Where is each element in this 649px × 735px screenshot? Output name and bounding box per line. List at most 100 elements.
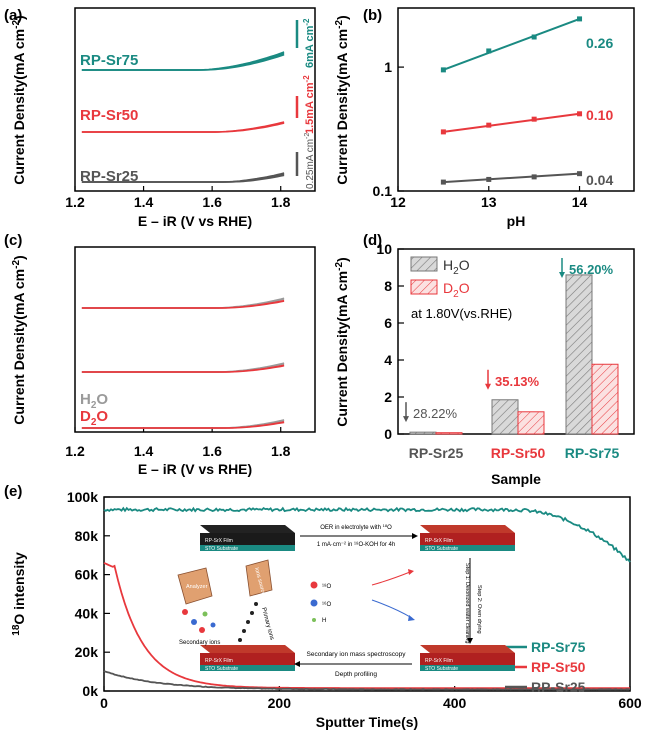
legend-label-sr25: RP-Sr25	[531, 679, 586, 695]
o18-icon	[310, 581, 318, 589]
panel-a-frame	[74, 7, 316, 192]
panel-b-frame	[397, 7, 635, 192]
panel-d-bar-d2o-1	[517, 411, 545, 435]
panel-e-ytick-label-5: 100k	[67, 489, 98, 505]
secondary-ion-green-icon	[202, 611, 208, 617]
substrate-label-4: STO Substrate	[205, 666, 238, 672]
o18-label: ¹⁸O	[322, 583, 332, 590]
step2-label: Step 2: Oven drying	[476, 585, 482, 634]
panel-e-xtick-label-0: 0	[100, 695, 108, 711]
panel-c-ylabel: Current Density(mA cm-2)	[11, 255, 27, 424]
panel-d-condition: at 1.80V(vs.RHE)	[411, 306, 512, 321]
panel-a-curve-sr50-sweep-2	[81, 122, 285, 133]
panel-c-d2o-1-sweep-1	[81, 365, 285, 373]
panel-b-xtick-label-1: 13	[481, 194, 497, 210]
film-label-1: RP-SrX Film	[205, 538, 233, 544]
panel-a-xtick-label-0: 1.2	[65, 194, 85, 210]
panel-label-a: (a)	[4, 7, 22, 24]
panel-b-xtick-label-2: 14	[572, 194, 588, 210]
secondary-ion-blue-icon	[191, 619, 197, 625]
panel-d-category-2: RP-Sr75	[565, 445, 620, 461]
panel-d-annotation-1: 35.13%	[495, 374, 540, 389]
panel-d-bar-d2o-2	[591, 363, 619, 435]
sims-title: Secondary ion mass spectroscopy	[307, 651, 407, 658]
panel-e-ylabel: 18O intensity	[11, 552, 27, 636]
panel-d-ylabel: Current Density(mA cm-2)	[334, 257, 350, 426]
ion-source-icon	[245, 559, 273, 597]
exchange-arrow-blue	[371, 599, 413, 619]
analyzer-icon	[177, 567, 213, 605]
panel-b-point-2-2	[531, 174, 537, 180]
panel-a-label-sr75: RP-Sr75	[80, 52, 138, 69]
panel-d-ytick-label-5: 10	[376, 241, 392, 257]
panel-d-annotation-2: 56.20%	[569, 262, 614, 277]
panel-d-ytick-label-2: 4	[384, 352, 392, 368]
film-block-exchanged: RP-SrX Film STO Substrate	[420, 525, 515, 552]
panel-e: 0 200 400 600 0k 20k 40k 60k 80k 100k Sputter Tim…	[11, 489, 642, 730]
panel-b-xlabel: pH	[507, 213, 526, 229]
panel-a-xtick-label-3: 1.8	[271, 194, 291, 210]
panel-d-bar-h2o-1	[491, 399, 519, 435]
panel-b-point-2-1	[486, 176, 492, 182]
panel-c-d2o-2-sweep-1	[81, 421, 285, 429]
panel-b-point-0-0	[440, 67, 446, 73]
panel-d-arrowhead-2	[559, 272, 565, 278]
panel-c-frame	[74, 246, 316, 433]
panel-b-fit-2	[443, 172, 580, 184]
sims-schematic: RP-SrX Film STO Substrate RP-SrX Film ST…	[177, 523, 515, 678]
panel-b-point-0-1	[486, 48, 492, 54]
panel-b-ytick-label-0: 0.1	[373, 183, 393, 199]
panel-e-xtick-label-2: 400	[443, 695, 467, 711]
panel-a-label-sr50: RP-Sr50	[80, 107, 138, 124]
panel-c-d2o-0-sweep-1	[81, 300, 285, 309]
panel-b-fit-0	[443, 17, 580, 71]
panel-c-h2o-0-sweep-1	[81, 298, 285, 309]
secondary-ions-label: Secondary ions	[179, 640, 220, 646]
analyzer-label: Analyzer	[186, 584, 208, 590]
panel-d-arrowhead-0	[403, 416, 409, 423]
panel-b-point-2-3	[577, 171, 583, 177]
panel-b-ylabel: Current Density(mA cm-2)	[334, 15, 350, 184]
panel-d-category-1: RP-Sr50	[491, 445, 546, 461]
panel-e-xlabel: Sputter Time(s)	[316, 714, 418, 730]
panel-e-ytick-label-4: 80k	[75, 528, 99, 544]
h-label: H	[322, 618, 326, 624]
panel-b-fit-1	[443, 112, 580, 133]
panel-c-xtick-label-2: 1.6	[202, 443, 222, 459]
film-block-initial: RP-SrX Film STO Substrate	[200, 525, 295, 552]
panel-a-curve-sr50-sweep-1	[81, 121, 285, 133]
substrate-label-1: STO Substrate	[205, 546, 238, 552]
panel-e-curve-sr75	[103, 506, 631, 563]
panel-c-xlabel: E – iR (V vs RHE)	[138, 461, 252, 477]
panel-d-bar-h2o-0	[409, 431, 437, 435]
panel-a-scale-sr25: 0.25mA cm-2	[304, 133, 316, 189]
panel-e-curve-sr50	[103, 562, 630, 689]
panel-e-ytick-label-0: 0k	[82, 683, 98, 699]
o16-icon	[310, 599, 318, 607]
panel-e-ytick-label-1: 20k	[75, 644, 99, 660]
panel-e-xtick-label-1: 200	[268, 695, 292, 711]
panel-b-point-1-3	[577, 111, 583, 117]
film-label-4: RP-SrX Film	[205, 658, 233, 664]
panel-d-category-0: RP-Sr25	[409, 445, 464, 461]
h-icon	[312, 618, 316, 622]
step1-label: Step 1: Deionized water cleaning	[464, 563, 470, 643]
panel-label-c: (c)	[4, 232, 22, 249]
panel-e-frame	[103, 496, 631, 692]
panel-d-legend-swatch-h2o	[410, 256, 438, 272]
panel-a-xtick-label-1: 1.4	[134, 194, 154, 210]
exchange-arrow-red	[371, 571, 411, 586]
panel-a-scale-sr50: 1.5mA cm-2	[302, 75, 316, 134]
panel-d-ytick-label-0: 0	[384, 426, 392, 442]
panel-d-legend-h2o: H2O	[443, 257, 470, 277]
panel-d-bar-d2o-0	[435, 432, 463, 435]
panel-c-xtick-label-1: 1.4	[134, 443, 154, 459]
panel-d-xlabel: Sample	[491, 471, 541, 487]
secondary-ion-blue2-icon	[210, 622, 216, 628]
film-block-cleaned: RP-SrX Film STO Substrate	[420, 645, 515, 672]
panel-d-bar-h2o-2	[565, 274, 593, 435]
oer-conditions: 1 mA·cm⁻² in ¹⁸O-KOH for 4h	[317, 541, 395, 548]
panel-b-point-1-0	[440, 129, 446, 135]
panel-c-legend-d2o: D2O	[80, 408, 108, 428]
